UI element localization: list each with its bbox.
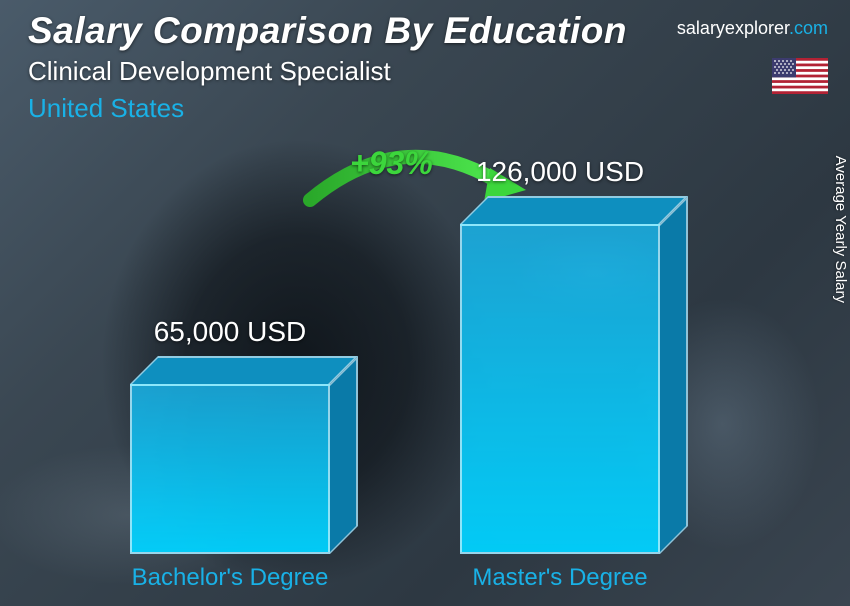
bar-value-label: 65,000 USD [100, 316, 360, 348]
bar-masters: 126,000 USD Master's Degree [460, 196, 660, 554]
bar-front-face [130, 384, 330, 554]
bar-top-face [130, 356, 358, 384]
site-domain: salaryexplorer.com [677, 18, 828, 39]
y-axis-label: Average Yearly Salary [832, 156, 849, 303]
domain-prefix: salaryexplorer [677, 18, 789, 38]
bar-category-label: Master's Degree [430, 564, 690, 592]
bar-side-face [660, 196, 688, 554]
job-title: Clinical Development Specialist [28, 56, 830, 87]
bar-category-label: Bachelor's Degree [100, 564, 360, 592]
bar-3d [130, 356, 330, 554]
bar-front-face [460, 224, 660, 554]
bar-bachelors: 65,000 USD Bachelor's Degree [130, 356, 330, 554]
chart-container: Salary Comparison By Education Clinical … [0, 0, 850, 606]
bar-chart: 65,000 USD Bachelor's Degree 126,000 USD… [60, 150, 760, 594]
bar-side-face [330, 356, 358, 554]
domain-suffix: .com [789, 18, 828, 38]
us-flag-icon [772, 58, 828, 94]
bar-top-face [460, 196, 688, 224]
bar-value-label: 126,000 USD [430, 156, 690, 188]
bar-3d [460, 196, 660, 554]
country-label: United States [28, 93, 830, 124]
